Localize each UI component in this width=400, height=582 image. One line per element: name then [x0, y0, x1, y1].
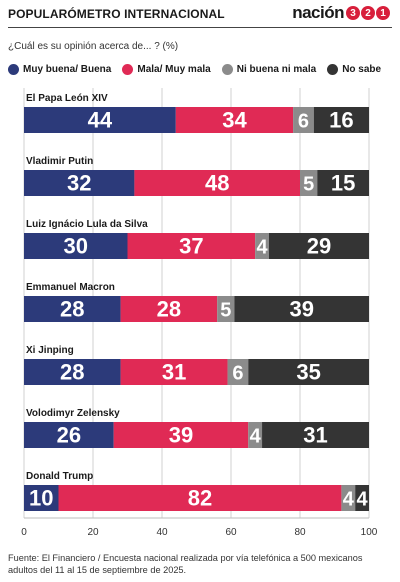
- bar-segment: [234, 296, 369, 322]
- data-label: 30: [64, 234, 88, 259]
- data-label: 6: [298, 111, 309, 133]
- category-label: Vladimir Putin: [26, 156, 93, 167]
- bar-segment: [341, 485, 356, 511]
- bar-segment: [227, 359, 249, 385]
- brand-digits: 3 2 1: [345, 6, 390, 20]
- bar-segment: [313, 107, 369, 133]
- bar-segment: [248, 422, 263, 448]
- data-label: 31: [303, 423, 327, 448]
- bar-segment: [262, 422, 369, 448]
- bar-segment: [120, 296, 218, 322]
- legend-swatch: [327, 64, 339, 75]
- bar-segment: [24, 485, 59, 511]
- data-label: 44: [88, 108, 113, 133]
- brand-text: nación: [292, 3, 344, 22]
- data-label: 39: [169, 423, 193, 448]
- category-label: El Papa León XIV: [26, 93, 108, 104]
- data-label: 31: [162, 360, 186, 385]
- legend-item: Muy buena/ Buena: [8, 64, 111, 75]
- category-label: Xi Jinping: [26, 345, 74, 356]
- x-tick-label: 100: [361, 527, 378, 538]
- bar-segment: [293, 107, 314, 133]
- data-label: 4: [256, 237, 268, 259]
- bar-segment: [268, 233, 369, 259]
- legend-item: Mala/ Muy mala: [122, 64, 211, 75]
- bar-segment: [24, 296, 121, 322]
- data-label: 82: [188, 486, 212, 511]
- x-tick-label: 20: [87, 527, 99, 538]
- data-label: 5: [303, 174, 314, 196]
- survey-question: ¿Cuál es su opinión acerca de... ? (%): [8, 41, 179, 52]
- x-tick-label: 60: [225, 527, 237, 538]
- data-label: 26: [57, 423, 81, 448]
- legend-swatch: [221, 64, 233, 75]
- data-label: 4: [343, 489, 355, 511]
- bar-segment: [24, 107, 176, 133]
- bar-segment: [355, 485, 369, 511]
- data-label: 5: [220, 300, 231, 322]
- legend-item: Ni buena ni mala: [221, 64, 317, 75]
- page-title: POPULARÓMETRO INTERNACIONAL: [8, 7, 225, 21]
- bar-segment: [217, 296, 235, 322]
- x-tick-label: 40: [156, 527, 168, 538]
- x-tick-label: 0: [21, 527, 27, 538]
- bar-segment: [175, 107, 294, 133]
- legend-swatch: [8, 64, 19, 75]
- brand-digit: 3: [346, 6, 360, 20]
- legend-swatch: [122, 64, 134, 75]
- data-label: 28: [60, 297, 84, 322]
- bar-segment: [248, 359, 369, 385]
- data-label: 15: [331, 171, 355, 196]
- bar-segment: [24, 359, 121, 385]
- data-label: 4: [250, 426, 262, 448]
- category-label: Volodimyr Zelensky: [26, 408, 120, 419]
- data-label: 28: [157, 297, 181, 322]
- bar-segment: [127, 233, 256, 259]
- bar-segment: [113, 422, 249, 448]
- bar-segment: [120, 359, 228, 385]
- bar-segment: [317, 170, 369, 196]
- data-label: 34: [222, 108, 247, 133]
- brand-digit: 2: [361, 6, 375, 20]
- data-label: 10: [29, 486, 53, 511]
- data-label: 6: [232, 363, 243, 385]
- bar-segment: [134, 170, 300, 196]
- legend-label: No sabe: [342, 64, 382, 75]
- category-label: Luiz Ignácio Lula da Silva: [26, 219, 148, 230]
- header: POPULARÓMETRO INTERNACIONAL nación 3 2 1: [0, 0, 400, 28]
- data-label: 16: [329, 108, 353, 133]
- bar-segment: [58, 485, 342, 511]
- legend-item: No sabe: [327, 64, 381, 75]
- bar-segment: [24, 233, 128, 259]
- bar-segment: [24, 422, 114, 448]
- category-label: Emmanuel Macron: [26, 282, 115, 293]
- data-label: 35: [296, 360, 320, 385]
- data-label: 32: [67, 171, 91, 196]
- legend-label: Mala/ Muy mala: [137, 64, 211, 75]
- x-tick-label: 80: [294, 527, 306, 538]
- legend-label: Muy buena/ Buena: [23, 64, 112, 75]
- bar-segment: [255, 233, 269, 259]
- data-label: 28: [60, 360, 84, 385]
- data-label: 29: [307, 234, 331, 259]
- bar-segment: [300, 170, 318, 196]
- category-label: Donald Trump: [26, 471, 93, 482]
- data-label: 48: [205, 171, 229, 196]
- data-label: 39: [289, 297, 313, 322]
- bar-segment: [24, 170, 135, 196]
- header-divider: [8, 27, 392, 28]
- legend-label: Ni buena ni mala: [236, 64, 317, 75]
- chart-legend: Muy buena/ Buena Mala/ Muy mala Ni buena…: [8, 64, 398, 75]
- brand-logo: nación 3 2 1: [292, 3, 390, 23]
- data-label: 4: [357, 489, 369, 511]
- brand-digit: 1: [376, 6, 390, 20]
- source-note: Fuente: El Financiero / Encuesta naciona…: [8, 553, 363, 575]
- data-label: 37: [179, 234, 203, 259]
